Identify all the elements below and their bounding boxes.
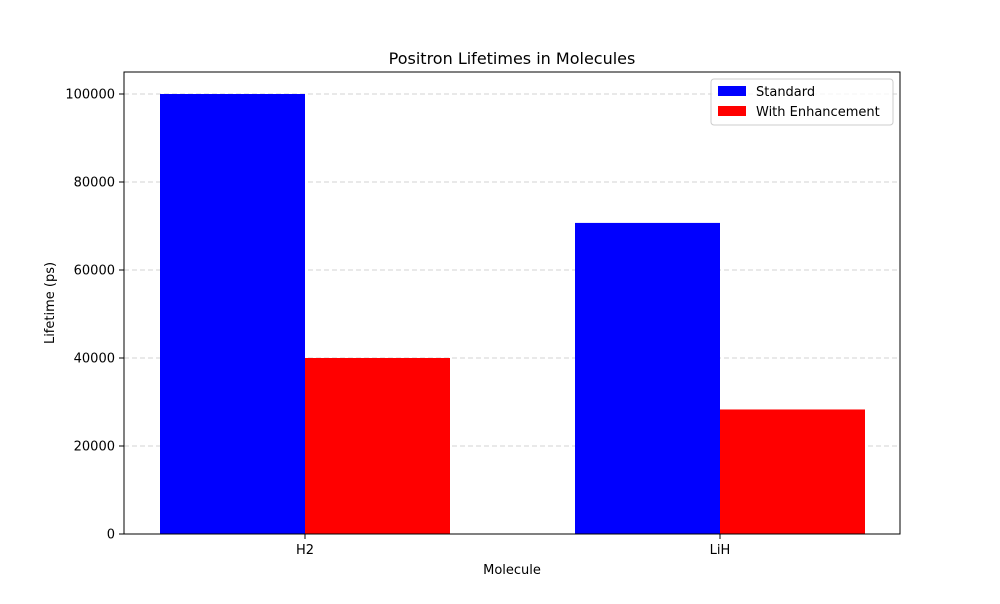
x-tick-label: H2 (296, 543, 314, 558)
x-tick-label: LiH (710, 543, 731, 558)
y-axis-label: Lifetime (ps) (43, 262, 58, 344)
y-tick-label: 20000 (74, 440, 115, 455)
y-tick-label: 100000 (65, 88, 115, 103)
bar-with-enhancement-lih (720, 409, 865, 534)
y-tick-label: 80000 (74, 176, 115, 191)
x-axis-label: Molecule (483, 563, 541, 578)
legend-swatch-standard (718, 86, 746, 96)
plot-frame (123, 71, 901, 535)
legend: Standard With Enhancement (710, 78, 894, 126)
bar-with-enhancement-h2 (305, 358, 450, 534)
axis-layer: 0 20000 40000 60000 80000 100000 H2 LiH (65, 88, 730, 559)
chart-title: Positron Lifetimes in Molecules (389, 49, 636, 68)
y-tick-label: 0 (107, 528, 115, 543)
legend-label-standard: Standard (756, 85, 815, 100)
y-tick-label: 40000 (74, 352, 115, 367)
bar-layer (160, 94, 865, 535)
bar-standard-lih (575, 222, 720, 535)
legend-label-with-enhancement: With Enhancement (756, 105, 880, 120)
legend-swatch-with-enhancement (718, 106, 746, 116)
bar-standard-h2 (160, 94, 305, 534)
y-tick-label: 60000 (74, 264, 115, 279)
legend-box (710, 78, 894, 126)
